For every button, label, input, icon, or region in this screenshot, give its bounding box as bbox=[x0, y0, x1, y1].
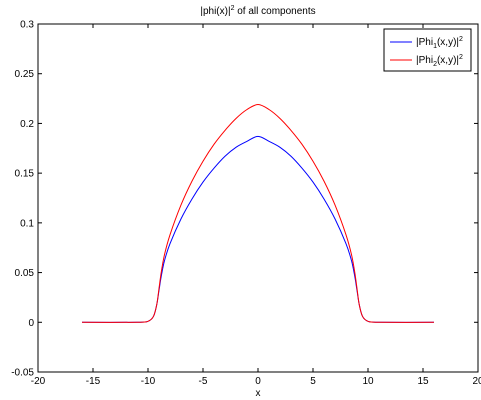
y-tick-label: -0.05 bbox=[11, 368, 34, 379]
legend-box bbox=[383, 28, 472, 72]
series-lines bbox=[81, 104, 435, 323]
x-tick-label: 20 bbox=[472, 376, 481, 387]
legend-label-series-1: |Phi1(x,y)|2 bbox=[416, 36, 463, 50]
series-line-2 bbox=[81, 104, 435, 323]
axis-ticks: -20 -15 -10 -5 0 5 10 15 20 -0.05 0 0.05 0.1 0.15 0.2 0… bbox=[11, 20, 481, 388]
x-tick-label: -5 bbox=[199, 376, 208, 387]
y-tick-label: 0.25 bbox=[15, 69, 35, 80]
x-tick-label: 15 bbox=[417, 376, 429, 387]
x-tick-label: -20 bbox=[31, 376, 46, 387]
y-tick-label: 0.1 bbox=[20, 218, 34, 229]
x-tick-label: 5 bbox=[310, 376, 316, 387]
y-tick-label: 0.15 bbox=[15, 169, 35, 180]
chart-title: |phi(x)|2 of all components bbox=[200, 5, 315, 17]
plot-area bbox=[37, 23, 479, 373]
legend-label-series-2: |Phi2(x,y)|2 bbox=[416, 54, 463, 68]
y-tick-label: 0 bbox=[28, 318, 34, 329]
y-tick-label: 0.2 bbox=[20, 119, 34, 130]
x-tick-label: -15 bbox=[86, 376, 101, 387]
y-tick-label: 0.3 bbox=[20, 20, 34, 31]
legend: |Phi1(x,y)|2 |Phi2(x,y)|2 bbox=[383, 28, 472, 72]
y-tick-label: 0.05 bbox=[15, 268, 35, 279]
x-axis-label: x bbox=[256, 388, 261, 399]
x-tick-label: -10 bbox=[141, 376, 156, 387]
x-tick-label: 0 bbox=[255, 376, 261, 387]
x-tick-label: 10 bbox=[362, 376, 374, 387]
